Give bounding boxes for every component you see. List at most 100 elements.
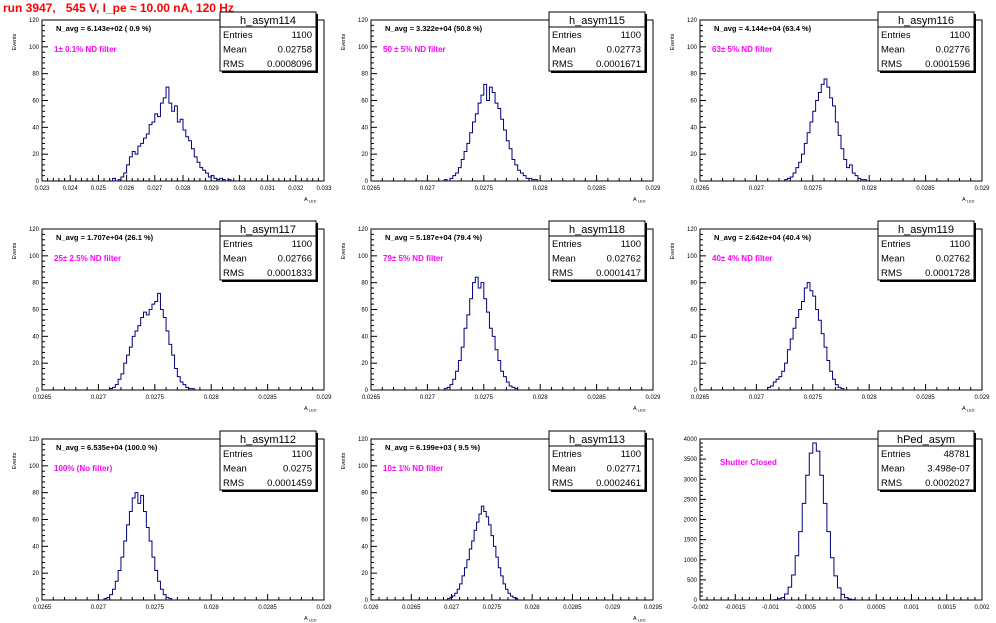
histogram-bin <box>813 296 816 390</box>
histogram-bin <box>788 587 792 600</box>
histogram-bin <box>484 299 487 390</box>
x-tick-label: 0.027 <box>91 395 107 401</box>
x-tick-label: 0.027 <box>749 395 765 401</box>
stats-label: Entries <box>223 239 253 250</box>
histogram-bin <box>802 301 805 390</box>
y-tick-label: 40 <box>361 125 368 131</box>
histogram-bin <box>515 599 517 600</box>
y-tick-label: 40 <box>690 125 697 131</box>
x-tick-label: 0.001 <box>904 605 920 611</box>
histogram-bin <box>824 347 827 390</box>
histogram-bin <box>222 180 225 181</box>
histogram-bin <box>508 593 510 600</box>
histogram-bin <box>141 143 144 181</box>
histogram-bin <box>132 498 135 600</box>
histogram-bin <box>489 87 492 181</box>
stats-label: Entries <box>552 239 582 250</box>
histogram-bin <box>835 385 838 390</box>
y-tick-label: 60 <box>32 518 39 524</box>
y-tick-label: 80 <box>690 72 697 78</box>
x-tick-label: 0.029 <box>974 186 990 192</box>
histogram-bin <box>208 177 211 181</box>
histogram-bin <box>495 103 498 181</box>
y-tick-label: 60 <box>32 99 39 105</box>
histogram-bin <box>453 379 456 390</box>
histogram-bin <box>799 532 803 600</box>
histogram-bin <box>795 556 799 600</box>
histogram-bin <box>510 596 512 600</box>
histogram-bin <box>144 138 147 181</box>
histogram-bin <box>121 374 124 390</box>
histogram-bin <box>118 570 121 600</box>
y-tick-label: 60 <box>361 308 368 314</box>
histogram-bin <box>532 180 535 181</box>
filter-label: 10± 1% ND filter <box>383 464 443 473</box>
x-tick-label: 0.028 <box>525 605 541 611</box>
y-tick-label: 100 <box>29 464 40 470</box>
histogram-bin <box>481 95 484 181</box>
histogram-bin <box>456 371 459 390</box>
x-tick-label: 0.0275 <box>804 186 823 192</box>
histogram-bin <box>450 385 453 390</box>
histogram-bin <box>469 549 471 600</box>
histogram-bin <box>186 387 189 390</box>
x-tick-label: -0.0015 <box>725 605 746 611</box>
stats-value: 0.02766 <box>278 254 312 265</box>
histogram-bin <box>149 541 152 600</box>
histogram-bin <box>152 557 155 600</box>
histogram-bin <box>776 379 779 390</box>
stats-value: 0.0001671 <box>596 59 641 70</box>
histogram-bin <box>141 318 144 390</box>
x-tick-label: 0.027 <box>420 186 436 192</box>
stats-label: RMS <box>881 59 902 70</box>
stats-value: 0.0008096 <box>267 59 312 70</box>
histogram-bin <box>475 277 478 390</box>
histogram-bin <box>518 170 521 181</box>
histogram-bin <box>155 570 158 600</box>
histogram-bin <box>816 451 820 600</box>
stats-value: 0.0001596 <box>925 59 970 70</box>
histogram-bin <box>790 177 793 181</box>
histogram-bin <box>113 589 116 600</box>
histogram-bin <box>467 560 469 600</box>
histogram-bin <box>121 557 124 600</box>
y-tick-label: 40 <box>361 544 368 550</box>
histogram-bin <box>824 79 827 181</box>
histogram-bin <box>478 103 481 181</box>
histogram-bin <box>512 160 515 181</box>
x-tick-label: 0.0295 <box>644 605 663 611</box>
y-tick-label: 120 <box>29 437 40 443</box>
histogram-bin <box>841 149 844 181</box>
histogram-bin <box>838 387 841 390</box>
histogram-bin <box>799 310 802 391</box>
histogram-bin <box>498 360 501 390</box>
x-tick-label: 0.002 <box>974 605 990 611</box>
x-tick-label: 0.028 <box>204 605 220 611</box>
histogram-bin <box>523 176 526 181</box>
histogram-bin <box>847 168 850 181</box>
histogram-bin <box>504 377 507 390</box>
x-tick-label: 0.027 <box>91 605 107 611</box>
x-tick-label: 0.0265 <box>33 395 52 401</box>
x-tick-label: 0.028 <box>533 186 549 192</box>
y-tick-label: 20 <box>690 152 697 158</box>
histogram-bin <box>132 336 135 390</box>
stats-label: Mean <box>552 254 576 265</box>
histogram-bin <box>129 347 132 390</box>
x-tick-label: 0.028 <box>862 186 878 192</box>
histogram-bin <box>163 595 166 600</box>
histogram-bin <box>506 141 509 181</box>
histogram-bin <box>778 599 782 600</box>
histogram-bin <box>498 568 500 600</box>
histogram-bin <box>172 355 175 390</box>
histogram-bin <box>475 114 478 181</box>
y-axis-title: Events <box>12 33 18 50</box>
histogram-bin <box>802 154 805 181</box>
histogram-bin <box>169 599 172 600</box>
histogram-bin <box>135 331 138 390</box>
